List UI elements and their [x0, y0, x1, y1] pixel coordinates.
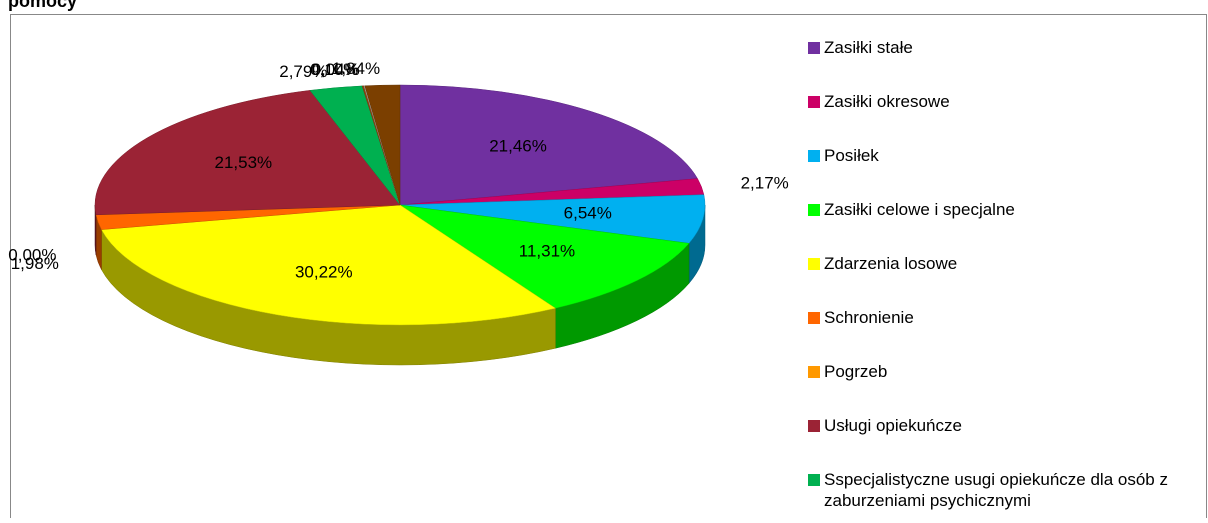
data-label: 2,17% [741, 174, 789, 193]
legend-swatch [808, 366, 820, 378]
data-label: 30,22% [295, 263, 353, 282]
pie-slice [399, 194, 706, 244]
legend-label: Zasiłki okresowe [824, 92, 950, 111]
legend-entry: Zasiłki celowe i specjalne [824, 200, 1015, 219]
legend-label: Zasiłki stałe [824, 38, 913, 57]
pie-slice [101, 204, 557, 326]
data-label: 6,54% [564, 203, 612, 222]
legend-label: Usługi opiekuńcze [824, 416, 962, 435]
data-label: 11,31% [519, 241, 575, 260]
data-label: 0,00% [8, 246, 56, 265]
pie-slice [399, 204, 690, 309]
data-label: 21,46% [489, 136, 547, 155]
legend-swatch [808, 150, 820, 162]
pie-slice [364, 84, 401, 206]
pie-slice [399, 84, 698, 206]
legend-swatch [808, 474, 820, 486]
legend-entry: Usługi opiekuńcze [824, 416, 962, 435]
legend-swatch [808, 42, 820, 54]
legend-entry: Pogrzeb [824, 362, 888, 381]
pie-slice [94, 90, 401, 216]
legend-swatch [808, 204, 820, 216]
legend-label: Schronienie [824, 308, 914, 327]
legend-label: Sspecjalistyczne usugi opiekuńcze dla os… [824, 470, 1168, 510]
legend-label: Pogrzeb [824, 362, 888, 381]
legend-entry: Zdarzenia losowe [824, 254, 958, 273]
legend-entry: Sspecjalistyczne usugi opiekuńcze dla os… [824, 470, 1168, 510]
data-label: 21,53% [215, 153, 273, 172]
legend-label: Posiłek [824, 146, 879, 165]
data-label: 0,10% [310, 60, 358, 79]
legend-swatch [808, 312, 820, 324]
legend-label: Zdarzenia losowe [824, 254, 958, 273]
data-label: 1,98% [11, 254, 59, 273]
legend-swatch [808, 258, 820, 270]
data-label: 1,84% [332, 59, 380, 78]
data-label: 2,79% [279, 62, 327, 81]
legend-swatch [808, 420, 820, 432]
chart-title: pomocy [8, 0, 77, 11]
legend-label: Zasiłki celowe i specjalne [824, 200, 1015, 219]
legend-swatch [808, 96, 820, 108]
legend-entry: Posiłek [824, 146, 879, 165]
legend-entry: Zasiłki stałe [824, 38, 913, 57]
legend-entry: Zasiłki okresowe [824, 92, 950, 111]
legend-entry: Schronienie [824, 308, 914, 327]
data-label: 0,04% [312, 60, 360, 79]
